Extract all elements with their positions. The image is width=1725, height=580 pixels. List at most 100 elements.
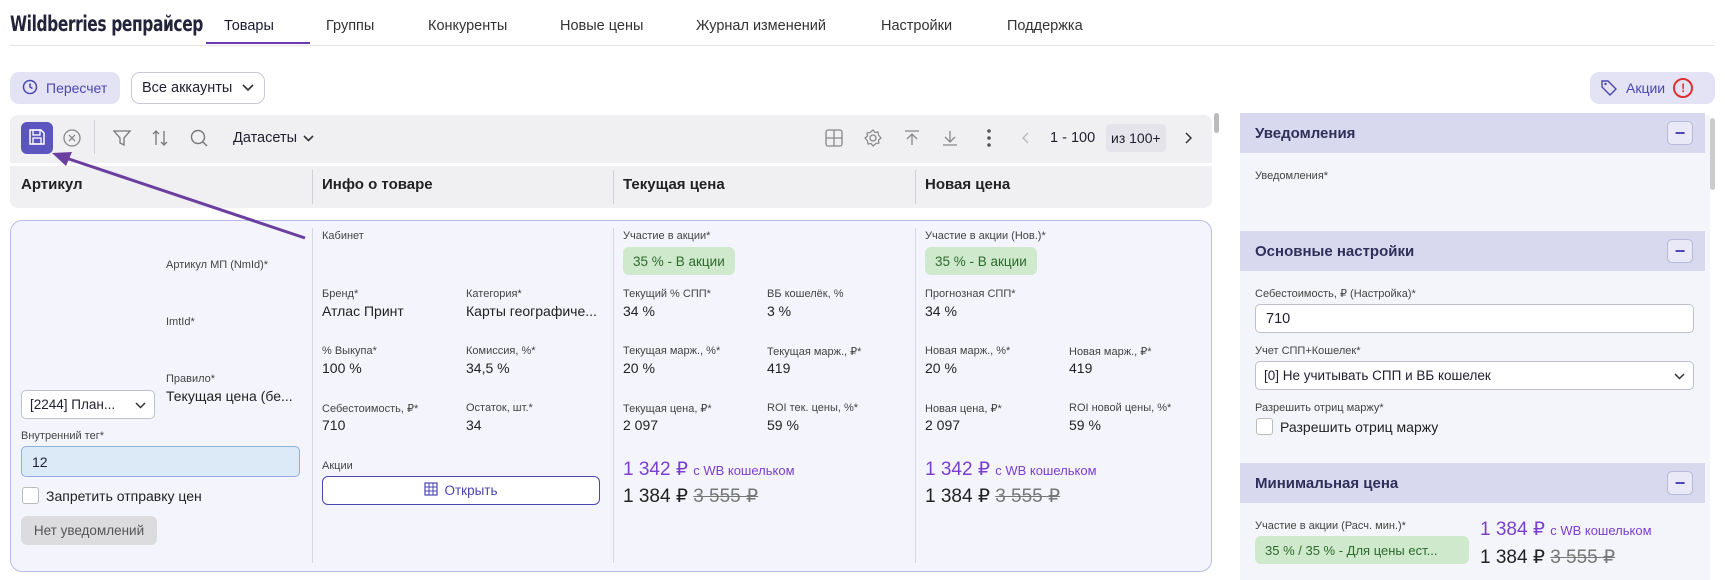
min-wb-price: 1 384 ₽ с WB кошельком — [1480, 519, 1652, 540]
brand-value: Атлас Принт — [322, 303, 404, 319]
main-settings-header[interactable]: Основные настройки − — [1240, 231, 1705, 271]
current-promo-badge: 35 % - В акции — [623, 247, 735, 275]
tab-support[interactable]: Поддержка — [1007, 18, 1083, 34]
col-header-current-price[interactable]: Текущая цена — [623, 176, 725, 193]
cost-value: 710 — [322, 417, 346, 433]
search-icon[interactable] — [188, 127, 210, 149]
col-header-article[interactable]: Артикул — [21, 176, 83, 193]
tab-settings[interactable]: Настройки — [881, 18, 953, 34]
new-roi-label: ROI новой цены, %* — [1069, 402, 1172, 414]
collapse-icon[interactable]: − — [1667, 121, 1693, 145]
open-promo-button[interactable]: Открыть — [322, 476, 600, 505]
no-notifications-button[interactable]: Нет уведомлений — [21, 516, 157, 545]
commission-label: Комиссия, %* — [466, 345, 536, 357]
neg-margin-checkbox[interactable] — [1256, 418, 1273, 435]
cost-label: Себестоимость, ₽* — [322, 403, 419, 415]
promo-label: Акции — [322, 460, 353, 472]
mp-article-label: Артикул МП (NmId)* — [166, 259, 269, 271]
commission-value: 34,5 % — [466, 360, 510, 376]
cabinet-label: Кабинет — [322, 230, 364, 242]
table-icon — [424, 482, 439, 499]
promo-label: Акции — [1626, 80, 1666, 96]
current-spp-label: Текущий % СПП* — [623, 288, 711, 300]
notifications-header[interactable]: Уведомления − — [1240, 113, 1705, 153]
col-divider — [915, 170, 916, 204]
brand-label: Бренд* — [322, 288, 359, 300]
col-divider — [915, 228, 916, 563]
filter-icon[interactable] — [111, 127, 133, 149]
new-wb-price: 1 342 ₽ с WB кошельком — [925, 459, 1097, 480]
tab-products[interactable]: Товары — [224, 18, 274, 34]
tab-change-log[interactable]: Журнал изменений — [696, 18, 826, 34]
tab-competitors[interactable]: Конкуренты — [428, 18, 508, 34]
prev-page-icon[interactable] — [1015, 127, 1037, 149]
collapse-icon[interactable]: − — [1667, 239, 1693, 263]
col-divider — [613, 170, 614, 204]
table-row[interactable] — [10, 220, 1212, 572]
more-icon[interactable] — [978, 127, 1000, 149]
min-promo-label: Участие в акции (Расч. мин.)* — [1255, 520, 1406, 532]
current-spp-value: 34 % — [623, 303, 655, 319]
nav-divider — [10, 45, 1715, 46]
accounts-select[interactable]: Все аккаунты — [131, 72, 265, 104]
setting-cost-input[interactable]: 710 — [1255, 304, 1694, 333]
new-spp-value: 34 % — [925, 303, 957, 319]
next-page-icon[interactable] — [1177, 127, 1199, 149]
rule-value: Текущая цена (бе... — [166, 388, 293, 404]
app-title: Wildberries репрайсер — [10, 12, 203, 36]
accounts-value: Все аккаунты — [142, 80, 233, 96]
grid-scrollbar[interactable] — [1214, 113, 1219, 133]
promo-button[interactable]: Акции ! — [1590, 72, 1715, 104]
spp-mode-select[interactable]: [0] Не учитывать СПП и ВБ кошелек — [1255, 361, 1694, 390]
col-header-new-price[interactable]: Новая цена — [925, 176, 1011, 193]
current-roi-label: ROI тек. цены, %* — [767, 402, 859, 414]
save-button[interactable] — [21, 122, 53, 154]
chevron-down-icon — [135, 397, 146, 412]
clear-icon[interactable] — [61, 127, 83, 149]
recalc-button[interactable]: Пересчет — [10, 72, 120, 104]
new-margin-pct-value: 20 % — [925, 360, 957, 376]
datasets-label: Датасеты — [233, 130, 298, 146]
current-roi-value: 59 % — [767, 417, 799, 433]
min-price-header[interactable]: Минимальная цена − — [1240, 463, 1705, 503]
page-total: из 100+ — [1106, 124, 1166, 152]
columns-icon[interactable] — [823, 127, 845, 149]
new-margin-rub-value: 419 — [1069, 360, 1093, 376]
download-icon[interactable] — [939, 127, 961, 149]
datasets-dropdown[interactable]: Датасеты — [233, 130, 314, 146]
current-price-label: Текущая цена, ₽* — [623, 403, 712, 415]
new-price-value: 2 097 — [925, 417, 961, 433]
new-spp-label: Прогнозная СПП* — [925, 288, 1016, 300]
group-select-value: [2244] План... — [30, 397, 116, 412]
tab-new-prices[interactable]: Новые цены — [560, 18, 644, 34]
collapse-icon[interactable]: − — [1667, 471, 1693, 495]
col-header-info[interactable]: Инфо о товаре — [322, 176, 433, 193]
current-margin-pct-value: 20 % — [623, 360, 655, 376]
min-promo-badge: 35 % / 35 % - Для цены ест... — [1255, 536, 1469, 564]
wallet-label: ВБ кошелёк, % — [767, 288, 844, 300]
main-settings-title: Основные настройки — [1255, 242, 1415, 260]
forbid-prices-checkbox[interactable] — [22, 487, 39, 504]
panel-scrollbar[interactable] — [1710, 118, 1715, 190]
category-label: Категория* — [466, 288, 522, 300]
spp-mode-value: [0] Не учитывать СПП и ВБ кошелек — [1264, 368, 1491, 383]
sort-icon[interactable] — [149, 127, 171, 149]
stock-value: 34 — [466, 417, 482, 433]
tag-input[interactable]: 12 — [21, 446, 300, 477]
upload-icon[interactable] — [901, 127, 923, 149]
spp-mode-label: Учет СПП+Кошелек* — [1255, 345, 1361, 357]
notifications-label: Уведомления* — [1255, 170, 1329, 182]
active-tab-indicator — [206, 42, 310, 44]
new-final-price: 1 384 ₽ 3 555 ₽ — [925, 486, 1061, 507]
min-price-title: Минимальная цена — [1255, 474, 1399, 492]
current-promo-label: Участие в акции* — [623, 230, 711, 242]
group-select[interactable]: [2244] План... — [21, 390, 155, 419]
tab-groups[interactable]: Группы — [326, 18, 375, 34]
setting-cost-label: Себестоимость, ₽ (Настройка)* — [1255, 288, 1416, 300]
gear-icon[interactable] — [862, 127, 884, 149]
open-label: Открыть — [444, 483, 498, 498]
current-wb-price: 1 342 ₽ с WB кошельком — [623, 459, 795, 480]
current-price-value: 2 097 — [623, 417, 659, 433]
current-margin-rub-value: 419 — [767, 360, 791, 376]
page-range: 1 - 100 — [1050, 130, 1096, 146]
